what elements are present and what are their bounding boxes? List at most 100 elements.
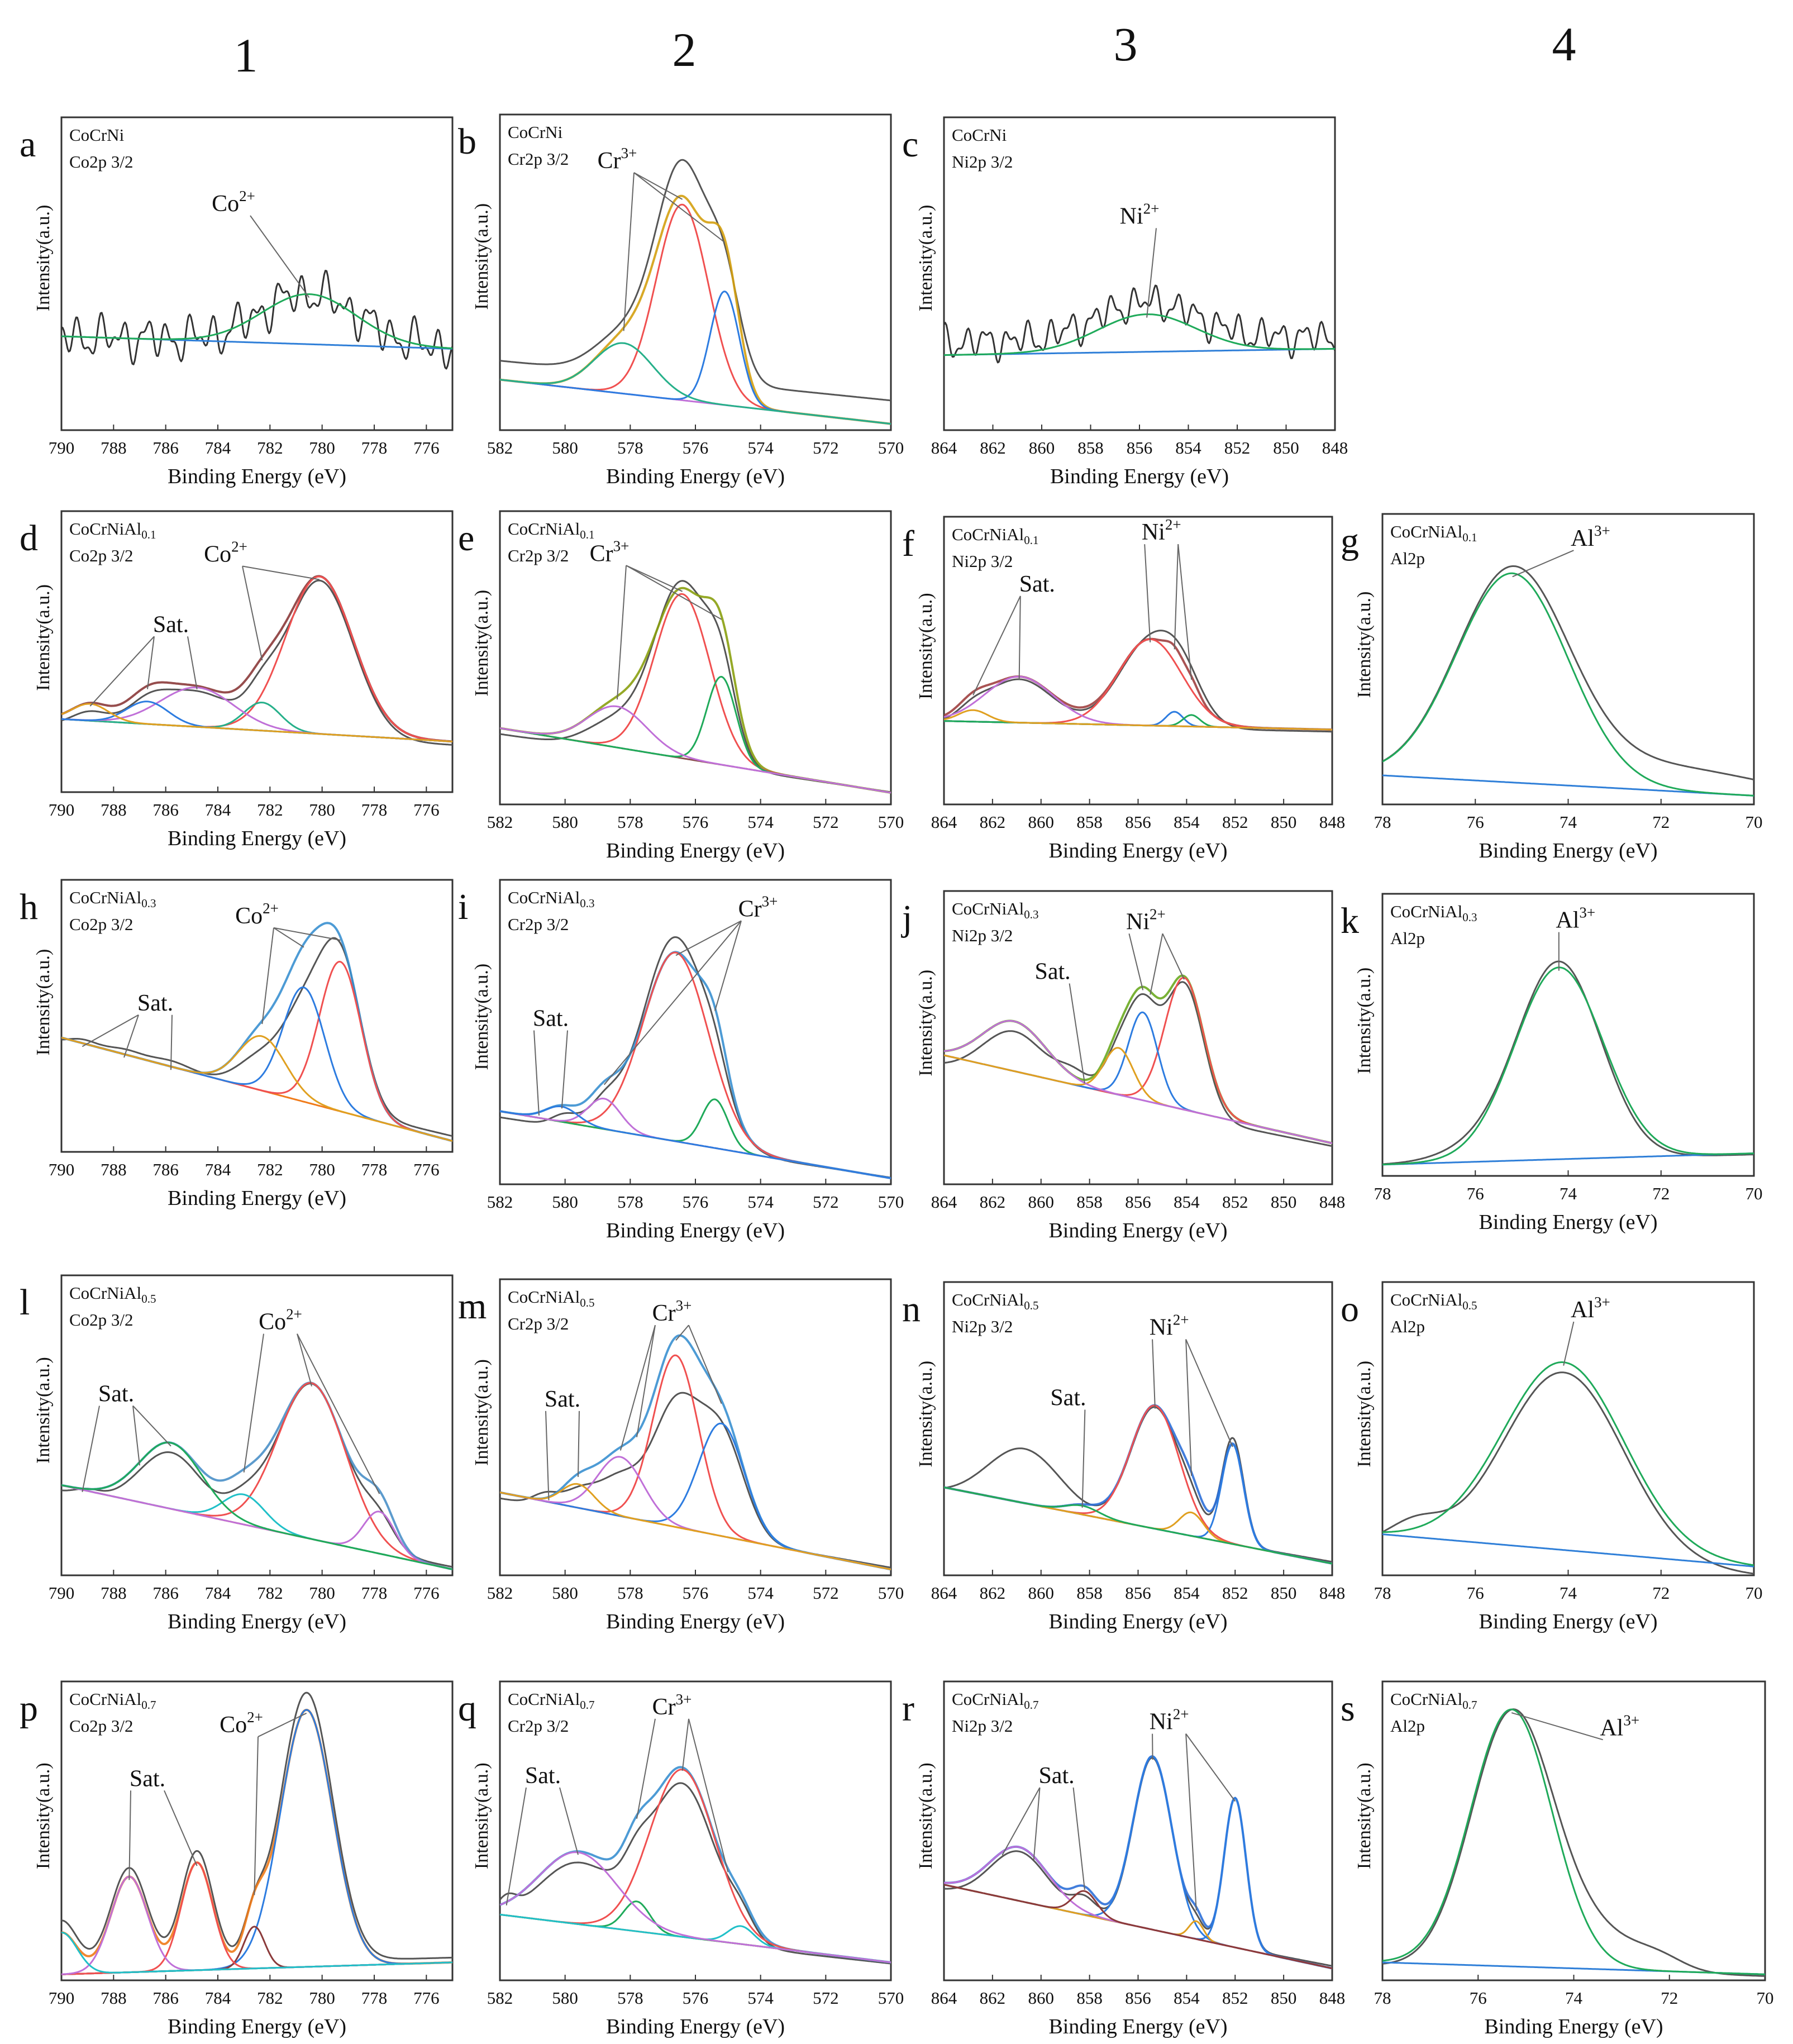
curves (1382, 960, 1754, 1166)
series-raw (944, 284, 1335, 364)
panel-o: o Intensity(a.u.) 78 76 74 72 70 Binding Energy… (1341, 1281, 1763, 1633)
x-tick-label: 776 (413, 1160, 440, 1179)
annotation-superscript: 2+ (239, 188, 255, 204)
x-axis-label: Binding Energy (eV) (606, 465, 785, 488)
annotation-superscript: 3+ (676, 1691, 692, 1708)
orbital-label: Ni2p 3/2 (952, 1716, 1013, 1736)
y-axis-label: Intensity(a.u.) (471, 1359, 492, 1466)
x-tick-label: 582 (487, 438, 513, 458)
series-envelope (944, 1755, 1332, 1970)
x-axis-label: Binding Energy (eV) (1048, 1610, 1227, 1633)
annotation-arrow (170, 1014, 173, 1070)
annotation-label: Sat. (1050, 1385, 1086, 1411)
x-tick-label: 856 (1125, 1192, 1151, 1212)
annotation-arrow (681, 1718, 689, 1771)
panel-h: h Intensity(a.u.) 790 788 786 784 782 780 778 776… (20, 879, 454, 1210)
annotation-arrow (533, 1030, 540, 1116)
annotation-label: Al3+ (1571, 522, 1610, 551)
x-tick-label: 856 (1125, 1583, 1151, 1603)
x-tick-label: 578 (617, 438, 643, 458)
series-cr3-component-3 (500, 342, 891, 425)
series-raw (1382, 960, 1754, 1165)
curves (61, 1692, 452, 1975)
x-axis-label: Binding Energy (eV) (168, 827, 346, 850)
series-ni2-main (944, 976, 1332, 1144)
x-tick-label: 70 (1746, 1583, 1763, 1603)
panel-k: k Intensity(a.u.) 78 76 74 72 70 Binding Energy… (1341, 893, 1763, 1234)
annotation-cr: Cr3+ (590, 537, 722, 700)
annotation-cr: Cr3+ (603, 893, 778, 1085)
annotation-arrow (257, 1712, 307, 1737)
x-tick-label: 74 (1560, 812, 1577, 832)
curves (944, 1404, 1332, 1565)
annotation-arrow (132, 1405, 171, 1447)
series-raw (500, 159, 891, 402)
annotation-arrow (626, 565, 683, 592)
x-tick-label: 852 (1222, 1988, 1248, 2008)
series-co2-component (61, 293, 452, 350)
x-tick-label: 76 (1470, 1988, 1487, 2008)
x-tick-label: 784 (205, 1988, 231, 2008)
x-tick-label: 70 (1757, 1988, 1774, 2008)
x-tick-label: 854 (1174, 1583, 1200, 1603)
x-tick-label: 572 (813, 438, 839, 458)
series-sat- (944, 1486, 1332, 1565)
series-co2-component-2 (61, 987, 452, 1142)
x-tick-label: 72 (1652, 1583, 1670, 1603)
x-tick-label: 70 (1746, 1184, 1763, 1203)
annotation-arrow (578, 1411, 580, 1477)
x-tick-label: 860 (1028, 1988, 1055, 2008)
panel-letter: m (458, 1286, 487, 1327)
series-cr3-component-1 (500, 593, 891, 794)
orbital-label: Al2p (1390, 928, 1425, 948)
annotation-label: Sat. (1038, 1763, 1074, 1789)
x-tick-label: 788 (101, 1583, 127, 1603)
annotation-arrow (972, 595, 1021, 695)
x-tick-label: 782 (257, 1988, 283, 2008)
sample-subscript: 0.3 (1024, 908, 1038, 921)
annotation-sat: Sat. (506, 1763, 579, 1905)
x-tick-label: 778 (361, 1988, 388, 2008)
x-tick-label: 576 (683, 1988, 709, 2008)
plot-frame (60, 510, 454, 793)
series-envelope (500, 1334, 891, 1571)
series-cr3-component-1 (500, 203, 891, 425)
annotation-superscript: 2+ (286, 1306, 302, 1323)
x-tick-label: 784 (205, 1160, 231, 1179)
annotation-superscript: 2+ (1150, 906, 1166, 922)
x-tick-label: 784 (205, 1583, 231, 1603)
plot-frame (1381, 893, 1755, 1177)
column-label-2: 2 (673, 23, 697, 77)
x-tick-label: 864 (931, 438, 957, 458)
annotation-arrow (1072, 1787, 1085, 1890)
sample-label: CoCrNiAl0.3 (508, 888, 594, 910)
x-tick-label: 784 (205, 800, 231, 819)
annotation-ni: Ni2+ (1150, 1312, 1233, 1476)
panel-letter: o (1341, 1289, 1359, 1330)
annotation-superscript: 2+ (1143, 200, 1160, 217)
panel-letter: p (20, 1688, 38, 1729)
x-tick-label: 790 (49, 1583, 75, 1603)
x-tick-label: 578 (617, 812, 643, 832)
annotation-arrow (261, 927, 274, 1025)
annotation-sat: Sat. (533, 1006, 569, 1116)
annotation-label: Ni2+ (1126, 906, 1166, 935)
curves (944, 974, 1332, 1147)
x-tick-label: 576 (683, 1192, 709, 1212)
x-tick-label: 852 (1222, 1192, 1248, 1212)
panel-letter: e (458, 518, 474, 559)
y-axis-label: Intensity(a.u.) (915, 1361, 936, 1468)
annotation-arrow (1152, 1339, 1156, 1409)
annotation-label: Sat. (1019, 571, 1055, 597)
x-tick-label: 580 (552, 1583, 578, 1603)
panel-a: a Intensity(a.u.) 790 788 786 784 782 780 778 776… (20, 116, 454, 488)
x-axis-label: Binding Energy (eV) (168, 2015, 346, 2038)
annotation-superscript: 3+ (613, 537, 630, 554)
series-cr3-component-2 (500, 1900, 891, 1964)
x-axis-label: Binding Energy (eV) (1479, 839, 1657, 863)
sample-label: CoCrNiAl0.1 (1390, 522, 1477, 544)
orbital-label: Al2p (1390, 1716, 1425, 1736)
series-co2-shoulder (61, 702, 452, 742)
panel-i: i Intensity(a.u.) 582 580 578 576 574 572 570 Bin… (458, 879, 904, 1242)
